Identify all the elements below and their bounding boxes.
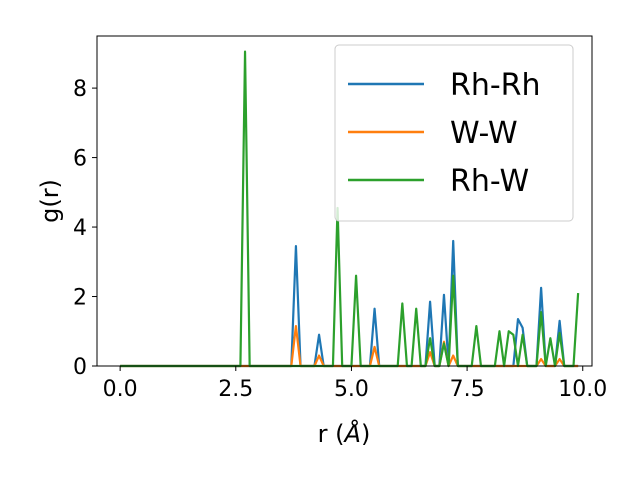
y-axis-label: g(r) — [36, 179, 64, 223]
x-tick-label: 0.0 — [103, 377, 138, 402]
legend-box — [334, 44, 574, 222]
x-tick-label: 10.0 — [558, 377, 607, 402]
y-tick-label: 0 — [73, 355, 87, 380]
x-axis-label: r (Å) — [318, 419, 371, 448]
x-tick-label: 5.0 — [334, 377, 369, 402]
x-tick-label: 2.5 — [218, 377, 253, 402]
plot-frame — [96, 35, 593, 367]
x-axis-ticks: 0.0 2.5 5.0 7.5 10.0 — [103, 366, 607, 402]
legend-label-rh-w: Rh-W — [450, 164, 529, 199]
legend-label-w-w: W-W — [450, 116, 518, 151]
x-tick-label: 7.5 — [450, 377, 485, 402]
y-tick-label: 8 — [73, 77, 87, 102]
y-tick-label: 6 — [73, 147, 87, 172]
legend-label-rh-rh: Rh-Rh — [450, 68, 541, 103]
y-tick-label: 4 — [73, 216, 87, 241]
series-line-rh-rh — [120, 239, 579, 368]
series-line-rh-w — [120, 50, 580, 368]
y-tick-label: 2 — [73, 286, 87, 311]
y-axis-ticks: 0 2 4 6 8 — [73, 77, 97, 380]
legend: Rh-Rh W-W Rh-W — [334, 44, 574, 222]
